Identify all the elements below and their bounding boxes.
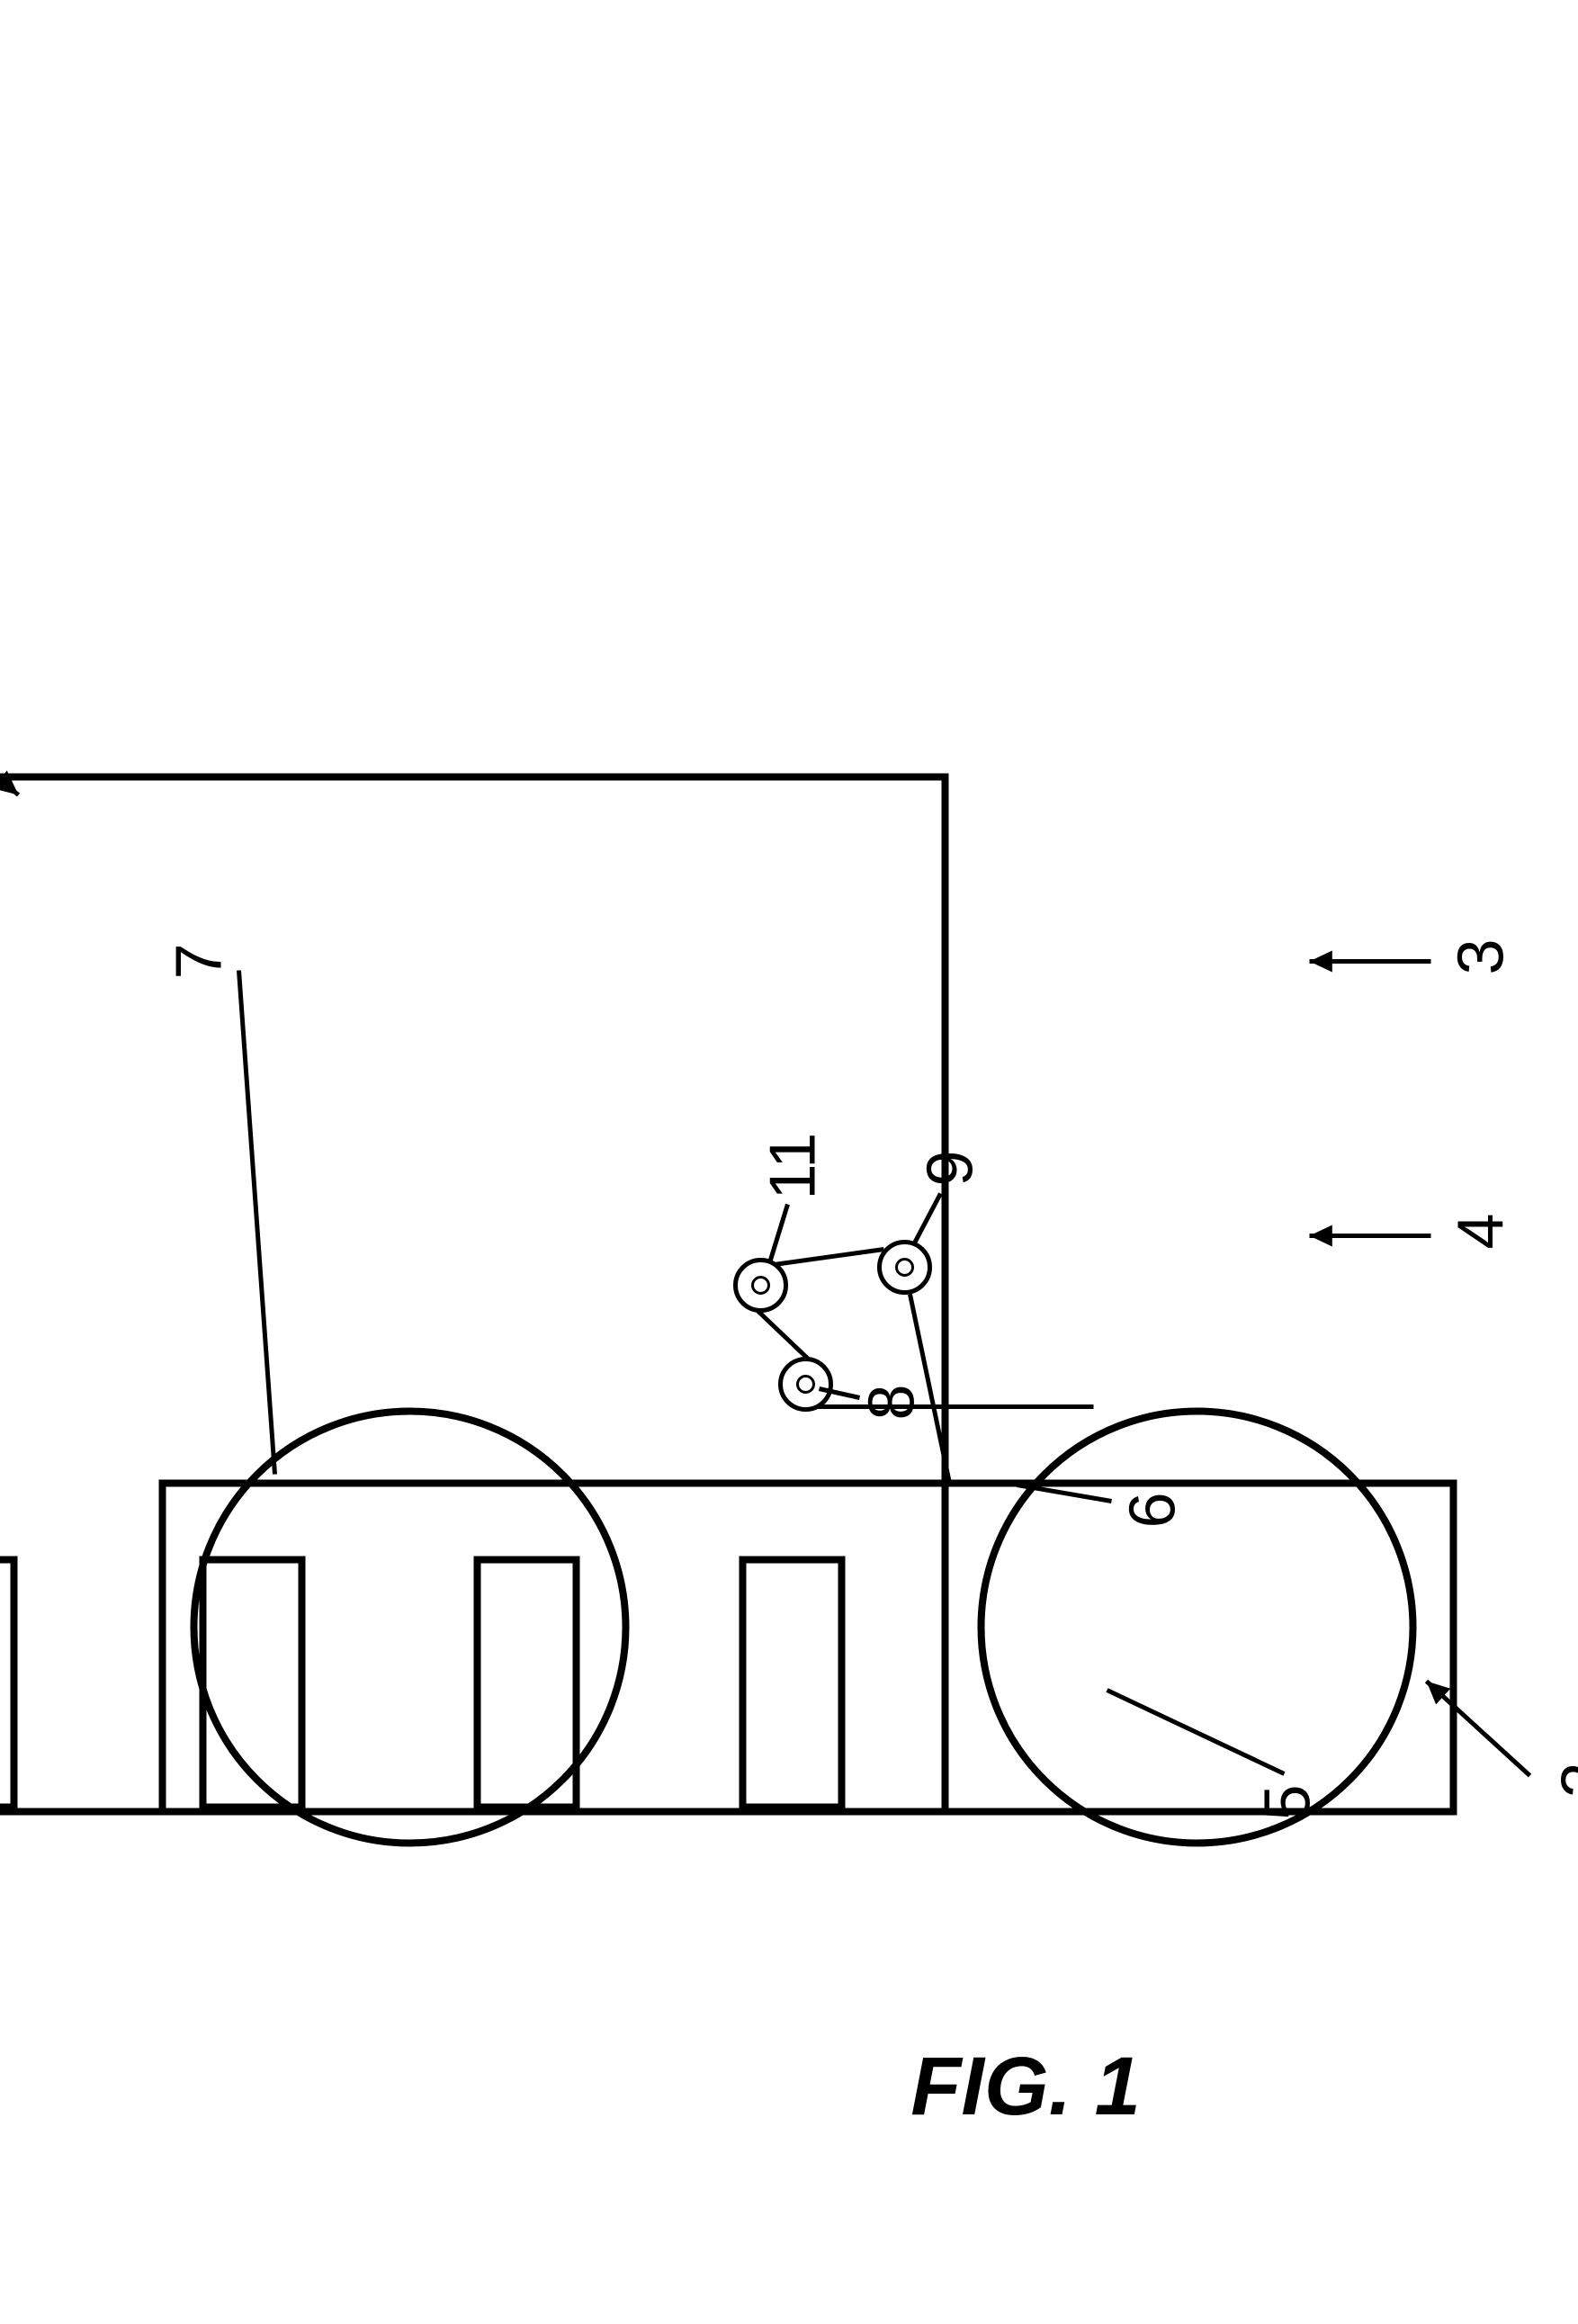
label-9: 9	[915, 1150, 987, 1186]
label-7: 7	[164, 943, 236, 979]
unit-rect-3	[743, 1560, 842, 1808]
label-3: 3	[1446, 938, 1518, 974]
label-4: 4	[1446, 1213, 1518, 1249]
unit-rect-0	[0, 1560, 14, 1808]
leader-9	[914, 1194, 941, 1245]
label-11: 11	[758, 1133, 829, 1200]
box-middle	[0, 777, 946, 1812]
box-right	[946, 1484, 1454, 1812]
leader-3-head	[1310, 951, 1332, 973]
reel-right	[194, 1412, 626, 1844]
label-5: 5	[1252, 1784, 1324, 1820]
figure-caption: FIG. 1	[910, 2041, 1141, 2132]
leader-7	[239, 971, 275, 1475]
pulley-1	[736, 1261, 786, 1311]
web-line-2	[752, 1306, 809, 1359]
label-8: 8	[856, 1384, 928, 1420]
unit-rect-2	[478, 1560, 577, 1808]
label-6: 6	[1117, 1492, 1189, 1528]
reel-left	[982, 1412, 1413, 1844]
web-line-3	[775, 1250, 884, 1265]
leader-4-head	[1310, 1225, 1332, 1247]
label-2: 2	[1549, 1762, 1578, 1798]
pulley-2	[880, 1243, 930, 1293]
leader-11	[770, 1205, 788, 1263]
pulley-0	[781, 1359, 831, 1410]
leader-5	[1107, 1691, 1285, 1774]
